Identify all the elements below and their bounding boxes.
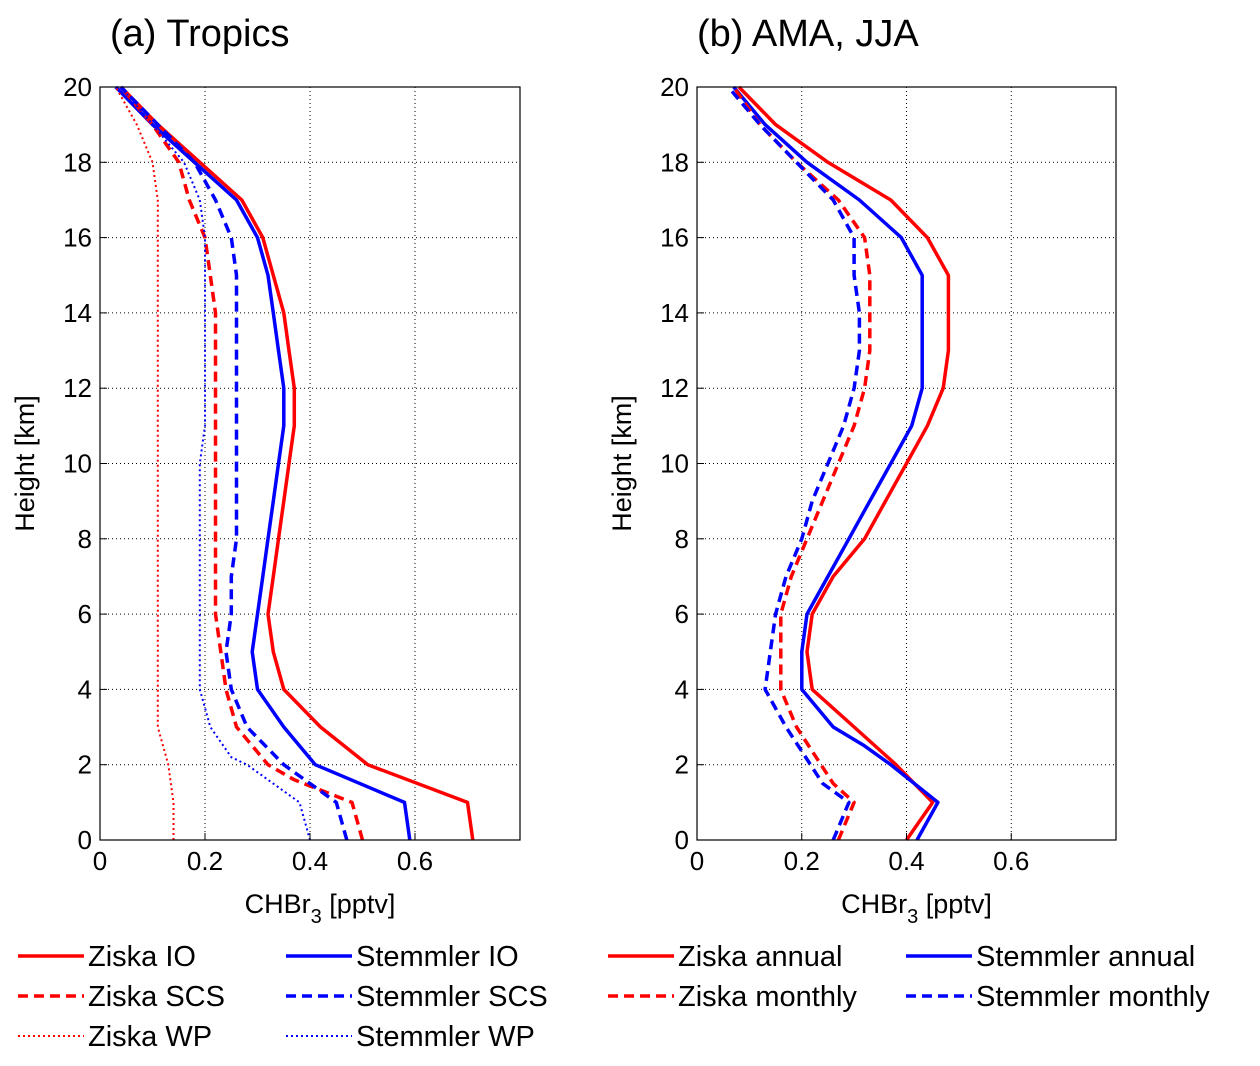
legend-label: Stemmler WP	[356, 1021, 535, 1053]
legend-2: Ziska annual Stemmler annual Ziska monthly…	[608, 941, 1210, 1013]
x-tick-label: 0.6	[993, 846, 1029, 876]
x-tick-label: 0.4	[292, 846, 328, 876]
y-tick-label: 4	[675, 674, 689, 704]
x-tick-label: 0.6	[397, 846, 433, 876]
y-tick-label: 18	[63, 147, 92, 177]
y-tick-label: 14	[63, 298, 92, 328]
y-tick-label: 12	[660, 373, 689, 403]
legend-1: Ziska IO Stemmler IO Ziska SCS Stemmler SCS…	[18, 941, 548, 1053]
y-tick-label: 12	[63, 373, 92, 403]
y-axis-label: Height [km]	[607, 395, 637, 532]
y-tick-label: 4	[78, 674, 92, 704]
x-axis-label: CHBr3 [pptv]	[841, 889, 992, 928]
legend-label: Stemmler annual	[976, 941, 1195, 973]
y-tick-label: 10	[660, 449, 689, 479]
series-line-stemmler-scs	[119, 85, 349, 841]
series-line-stemmler-monthly	[727, 85, 862, 841]
y-tick-label: 6	[78, 599, 92, 629]
y-tick-label: 2	[78, 750, 92, 780]
series-line-stemmler-annual	[732, 85, 940, 841]
y-tick-label: 8	[78, 524, 92, 554]
y-tick-label: 14	[660, 298, 689, 328]
series-line-ziska-annual	[737, 85, 951, 842]
y-tick-label: 20	[63, 72, 92, 102]
legend-label: Stemmler SCS	[356, 981, 548, 1013]
chart-panel-1: 0 0.2 0.4 0.6 0 2 4 6 8 10 12 14 16 18 20 (a) Tropics CH…	[10, 13, 521, 928]
legend-label: Ziska SCS	[88, 981, 225, 1013]
x-axis-label: CHBr3 [pptv]	[245, 889, 396, 928]
chart-title: (b) AMA, JJA	[697, 13, 919, 55]
x-tick-label: 0	[93, 846, 107, 876]
series-line-stemmler-io	[114, 85, 412, 841]
series-line-ziska-io	[119, 85, 475, 841]
series-line-ziska-monthly	[732, 85, 872, 841]
chart-panel-2: 0 0.2 0.4 0.6 0 2 4 6 8 10 12 14 16 18 20 (b) AMA, JJA C…	[607, 13, 1117, 928]
legend-label: Ziska IO	[88, 941, 196, 973]
y-tick-label: 8	[675, 524, 689, 554]
y-tick-label: 6	[675, 599, 689, 629]
series-line-ziska-scs	[119, 85, 365, 841]
y-tick-label: 18	[660, 147, 689, 177]
y-axis-label: Height [km]	[10, 395, 40, 532]
y-tick-label: 16	[660, 223, 689, 253]
x-tick-label: 0.2	[784, 846, 820, 876]
y-tick-label: 2	[675, 750, 689, 780]
chart-title: (a) Tropics	[110, 13, 289, 55]
y-tick-label: 16	[63, 223, 92, 253]
legend-label: Stemmler monthly	[976, 981, 1210, 1013]
y-tick-label: 10	[63, 449, 92, 479]
legend-label: Ziska WP	[88, 1021, 212, 1053]
x-tick-label: 0	[690, 846, 704, 876]
legend-label: Stemmler IO	[356, 941, 519, 973]
y-tick-label: 0	[675, 825, 689, 855]
y-tick-label: 20	[660, 72, 689, 102]
legend-label: Ziska annual	[678, 941, 842, 973]
y-tick-label: 0	[78, 825, 92, 855]
legend-label: Ziska monthly	[678, 981, 857, 1013]
x-tick-label: 0.4	[888, 846, 924, 876]
x-tick-label: 0.2	[187, 846, 223, 876]
